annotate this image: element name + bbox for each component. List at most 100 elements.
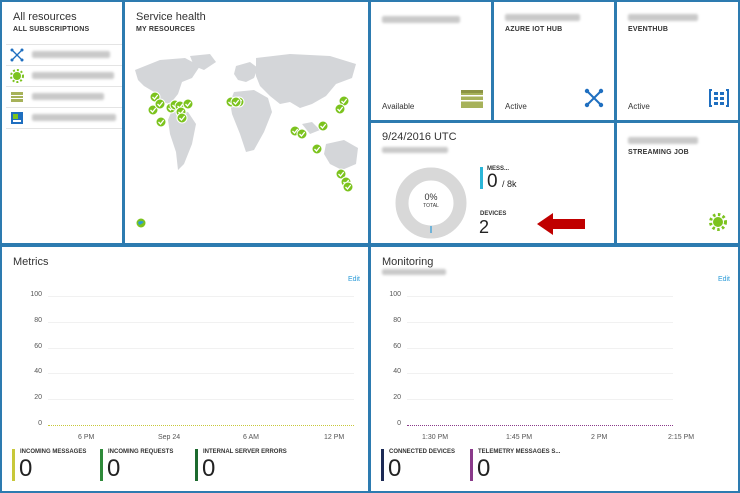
healthy-check-icon <box>182 98 194 110</box>
x-tick-label: Sep 24 <box>158 434 181 441</box>
messages-count: 0 <box>487 171 498 192</box>
tile-subtitle: ALL SUBSCRIPTIONS <box>13 26 90 33</box>
devices-value: 2 <box>479 217 490 237</box>
resource-item-storage[interactable] <box>10 89 120 105</box>
gridline <box>48 399 354 401</box>
divider <box>6 65 122 66</box>
iot-hub-usage-tile[interactable]: 9/24/2016 UTC 0% TOTAL MESS... 0 / 8k DE… <box>371 123 614 243</box>
monitoring-chart: 100 80 60 40 20 0 1:30 PM 1:45 PM 2 PM 2:15 PM <box>371 247 738 491</box>
y-tick-label: 100 <box>30 291 42 298</box>
x-tick-label: 1:45 PM <box>506 434 533 441</box>
storage-account-tile[interactable]: Available <box>371 2 491 120</box>
x-tick-label: 2:15 PM <box>668 434 695 441</box>
gridline <box>48 347 354 349</box>
gridline <box>48 321 354 323</box>
gridline <box>48 373 354 375</box>
resource-item-stream-analytics[interactable] <box>10 68 120 84</box>
redacted-name <box>382 16 460 23</box>
gridline <box>407 347 673 349</box>
x-tick-label: 2 PM <box>591 434 608 441</box>
tile-subtitle: STREAMING JOB <box>628 149 689 156</box>
legend-label: TELEMETRY MESSAGES S... <box>478 449 561 455</box>
storage-icon <box>461 90 483 108</box>
y-tick-label: 20 <box>393 394 401 402</box>
tile-title: Monitoring <box>382 256 434 268</box>
globe-icon <box>136 218 146 228</box>
edit-link[interactable]: Edit <box>347 276 360 283</box>
legend-color-bar <box>100 449 103 481</box>
donut-percent: 0% <box>424 192 438 202</box>
healthy-check-icon <box>147 104 159 116</box>
redacted-name <box>32 114 116 121</box>
iot-hub-icon <box>584 88 604 108</box>
redacted-name <box>628 14 698 21</box>
y-tick-label: 100 <box>389 291 401 298</box>
legend-label: INCOMING REQUESTS <box>108 449 174 455</box>
divider <box>6 86 122 87</box>
gridline <box>48 296 354 297</box>
redacted-name <box>382 269 446 275</box>
y-tick-label: 80 <box>393 316 401 324</box>
redacted-name <box>32 72 114 79</box>
monitoring-tile[interactable]: Monitoring Edit 100 80 60 40 20 0 1:30 PM 1:45 … <box>371 247 738 491</box>
tile-subtitle: EVENTHUB <box>628 26 669 33</box>
y-tick-label: 0 <box>38 420 42 427</box>
divider <box>6 44 122 45</box>
healthy-check-icon <box>230 96 242 108</box>
healthy-check-icon <box>311 143 323 155</box>
status-text: Active <box>628 102 650 111</box>
redacted-name <box>32 51 110 58</box>
divider <box>6 107 122 108</box>
x-tick-label: 12 PM <box>324 434 345 441</box>
stream-analytics-icon <box>10 69 24 83</box>
healthy-check-icon <box>155 116 167 128</box>
legend-value: 0 <box>388 455 402 482</box>
legend-label: INCOMING MESSAGES <box>20 449 87 455</box>
gridline <box>407 296 673 297</box>
baseline <box>407 425 673 426</box>
streaming-job-tile[interactable]: STREAMING JOB <box>617 123 738 243</box>
y-tick-label: 80 <box>34 316 42 324</box>
resource-item-iot-hub[interactable] <box>10 47 120 63</box>
storage-icon <box>11 92 23 102</box>
healthy-check-icon <box>335 168 347 180</box>
healthy-check-icon <box>317 120 329 132</box>
usage-donut-chart <box>395 167 467 239</box>
tile-title: Service health <box>136 11 206 23</box>
service-health-tile[interactable]: Service health MY RESOURCES <box>125 2 368 243</box>
messages-max: / 8k <box>502 179 517 189</box>
usage-date: 9/24/2016 UTC <box>382 131 457 143</box>
x-tick-label: 6 PM <box>78 434 95 441</box>
eventhub-icon <box>709 89 729 107</box>
y-tick-label: 20 <box>34 394 42 402</box>
metrics-tile[interactable]: Metrics Edit 100 80 60 40 20 0 6 PM Sep 24 6 AM 1… <box>2 247 368 491</box>
all-resources-tile[interactable]: All resources ALL SUBSCRIPTIONS <box>2 2 122 243</box>
redacted-name <box>382 147 448 153</box>
gridline <box>407 321 673 323</box>
gridline <box>407 373 673 375</box>
healthy-check-icon <box>338 95 350 107</box>
healthy-check-icon <box>154 98 166 110</box>
devices-label: DEVICES <box>480 211 507 217</box>
tile-title: Metrics <box>13 256 49 268</box>
eventhub-tile[interactable]: EVENTHUB Active <box>617 2 738 120</box>
y-tick-label: 40 <box>34 368 42 376</box>
resource-item-web-app[interactable] <box>10 110 120 126</box>
legend-color-bar <box>195 449 198 481</box>
iot-hub-tile[interactable]: AZURE IOT HUB Active <box>494 2 614 120</box>
donut-label: TOTAL <box>423 203 439 209</box>
messages-bar <box>480 167 483 189</box>
edit-link[interactable]: Edit <box>717 276 730 283</box>
iot-hub-icon <box>10 48 24 62</box>
baseline <box>48 425 354 426</box>
messages-value: 0 / 8k <box>487 171 517 193</box>
world-map <box>135 54 358 170</box>
web-app-icon <box>11 112 23 124</box>
healthy-check-icon <box>334 103 346 115</box>
healthy-check-icon <box>342 181 354 193</box>
y-tick-label: 0 <box>397 420 401 427</box>
gridline <box>407 399 673 401</box>
legend-label: INTERNAL SERVER ERRORS <box>203 449 287 455</box>
tile-subtitle: AZURE IOT HUB <box>505 26 563 33</box>
